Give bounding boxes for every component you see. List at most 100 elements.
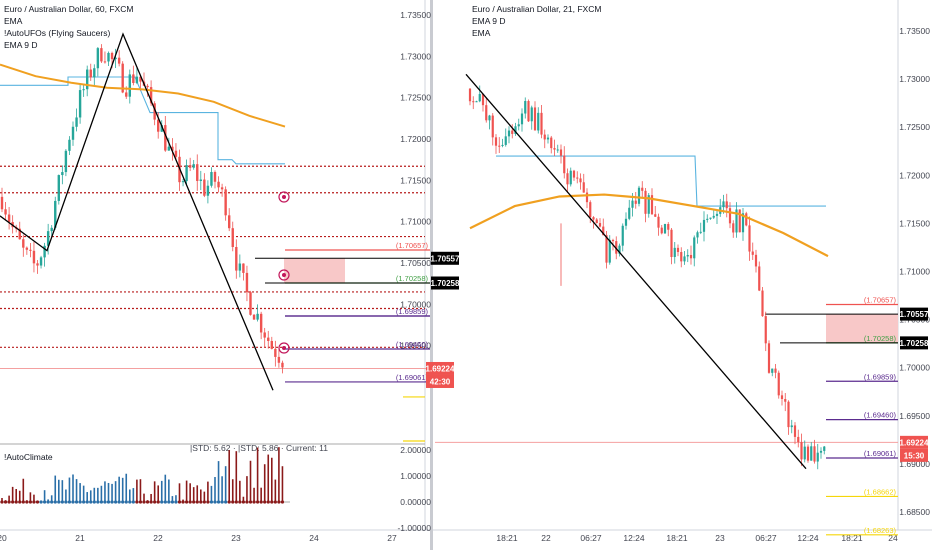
right-candle — [657, 216, 660, 228]
histogram-dot — [74, 500, 79, 504]
candle — [114, 57, 117, 60]
histogram-dot — [135, 500, 139, 504]
histogram-dot — [21, 500, 25, 504]
histogram-dot — [18, 500, 22, 504]
histogram-dot — [3, 500, 8, 504]
right-candle — [550, 137, 553, 149]
candle — [146, 85, 149, 88]
candle — [139, 76, 142, 82]
right-level-label: (1.69460) — [864, 411, 897, 420]
right-price-tick: 1.70000 — [899, 363, 930, 373]
right-candle — [501, 144, 504, 146]
histogram-dot — [199, 500, 203, 504]
left-time-tick: 22 — [153, 533, 163, 543]
candle — [82, 89, 85, 91]
level-label: (1.69460) — [396, 340, 429, 349]
left-price-tag-bg — [431, 251, 459, 265]
right-candle — [631, 200, 634, 208]
right-candle — [670, 229, 673, 257]
left-time-tick: 27 — [387, 533, 397, 543]
right-candle — [777, 372, 780, 396]
indicator-stats: |STD: 5.62 · |STD: 5.86 · Current: 11 — [190, 443, 328, 453]
right-candle — [706, 218, 709, 220]
indicator-tick: 1.00000 — [400, 471, 431, 481]
candle — [89, 69, 92, 78]
candle — [39, 257, 43, 266]
right-candle — [751, 251, 754, 255]
right-candle — [507, 130, 511, 137]
right-candle — [511, 130, 514, 134]
histogram-dot — [142, 500, 146, 504]
candle — [57, 175, 60, 201]
histogram-dot — [195, 500, 199, 504]
right-candle — [517, 124, 520, 127]
histogram-dot — [273, 500, 277, 504]
right-candle — [524, 101, 527, 114]
right-price-tick: 1.73000 — [899, 74, 930, 84]
right-candle — [754, 254, 758, 267]
candle — [235, 247, 238, 271]
left-price-tag: 1.70557 — [431, 254, 460, 263]
left-price-tick: 1.70000 — [400, 299, 431, 309]
candle — [228, 215, 231, 229]
histogram-dot — [170, 500, 174, 504]
right-price-tick: 1.73500 — [899, 26, 930, 36]
histogram-dot — [174, 500, 178, 504]
right-candle — [803, 446, 806, 460]
right-countdown-tag: 15:30 — [904, 451, 925, 460]
right-candle — [800, 442, 803, 460]
candle — [256, 313, 259, 320]
right-level-label: (1.70258) — [864, 334, 897, 343]
right-time-tick: 24 — [888, 533, 898, 543]
candle — [96, 48, 100, 69]
candle — [210, 171, 213, 186]
right-candle — [774, 368, 777, 373]
histogram-dot — [266, 500, 270, 504]
histogram-dot — [181, 500, 185, 504]
histogram-dot — [106, 500, 111, 504]
right-candle — [628, 207, 631, 219]
right-candle — [572, 170, 576, 178]
candle — [196, 164, 199, 181]
right-candle — [819, 450, 823, 453]
histogram-dot — [124, 500, 128, 504]
left-legend-ema9d: EMA 9 D — [4, 40, 38, 50]
level-label: (1.70657) — [396, 241, 429, 250]
right-candle — [530, 107, 533, 122]
right-candle — [686, 254, 689, 257]
histogram-dot — [160, 500, 164, 504]
right-candle — [527, 101, 530, 122]
left-countdown-tag: 42:30 — [430, 377, 451, 386]
right-candle — [498, 145, 501, 147]
candle — [4, 209, 7, 215]
right-price-tick: 1.72500 — [899, 122, 930, 132]
right-candle — [683, 256, 686, 262]
ufo-marker-dot — [282, 195, 286, 199]
histogram-dot — [14, 500, 18, 504]
histogram-dot — [202, 500, 206, 504]
candle — [29, 249, 32, 251]
candle — [22, 239, 25, 248]
candle — [132, 74, 135, 83]
candle — [245, 272, 249, 293]
indicator-tick: -1.00000 — [397, 523, 431, 533]
left-price-tag-bg — [431, 276, 459, 290]
histogram-dot — [252, 500, 256, 504]
histogram-dot — [167, 500, 171, 504]
right-price-tag: 1.70258 — [900, 339, 929, 348]
right-supply-zone — [826, 314, 898, 343]
right-candle — [566, 173, 569, 185]
right-candle — [520, 113, 524, 125]
candle — [263, 332, 266, 338]
histogram-dot — [50, 500, 54, 504]
left-time-tick: 23 — [231, 533, 241, 543]
candle — [267, 337, 270, 341]
right-time-tick: 06:27 — [755, 533, 777, 543]
swing-zigzag — [0, 32, 274, 391]
candle — [167, 146, 171, 151]
right-candle — [481, 94, 485, 106]
right-candle — [585, 192, 589, 203]
right-candle — [533, 107, 537, 131]
